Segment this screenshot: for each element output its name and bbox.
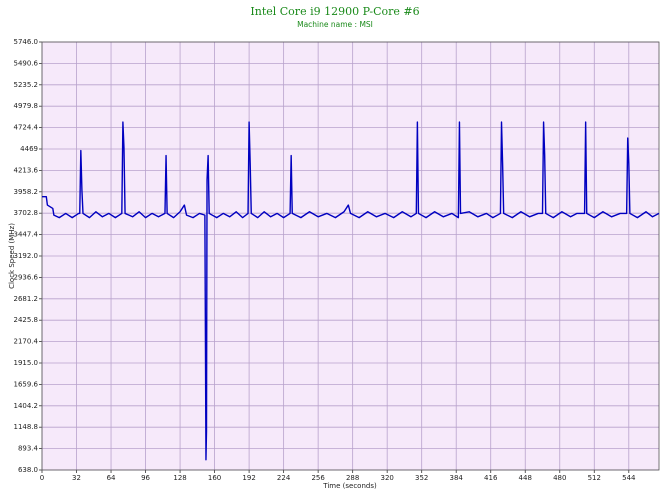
line-series [42, 121, 660, 461]
chart-subtitle: Machine name : MSI [297, 20, 373, 29]
y-tick-label: 4979.8 [14, 102, 39, 110]
x-tick-label: 160 [208, 474, 221, 482]
y-tick-label: 1659.6 [14, 380, 39, 388]
y-tick-label: 3958.2 [14, 188, 39, 196]
y-tick-label: 2425.8 [14, 316, 39, 324]
x-axis-label: Time (seconds) [322, 482, 377, 490]
x-tick-label: 384 [450, 474, 464, 482]
y-tick-label: 638.0 [18, 466, 38, 474]
x-tick-label: 256 [311, 474, 325, 482]
y-tick-label: 1148.8 [14, 423, 39, 431]
x-tick-label: 224 [277, 474, 291, 482]
x-tick-label: 448 [519, 474, 532, 482]
y-axis-label: Clock Speed (MHz) [8, 223, 16, 289]
x-tick-label: 480 [553, 474, 566, 482]
x-tick-label: 192 [242, 474, 255, 482]
x-tick-label: 320 [380, 474, 393, 482]
x-tick-label: 128 [173, 474, 186, 482]
plot-border [41, 41, 660, 471]
x-tick-label: 96 [141, 474, 150, 482]
y-tick-label: 1404.2 [14, 402, 39, 410]
y-tick-label: 2681.2 [14, 295, 39, 303]
x-tick-label: 32 [72, 474, 81, 482]
y-tick-label: 3447.4 [14, 231, 39, 239]
x-tick-label: 64 [107, 474, 116, 482]
x-tick-label: 352 [415, 474, 428, 482]
x-tick-label: 512 [588, 474, 601, 482]
x-tick-label: 416 [484, 474, 498, 482]
y-tick-label: 893.4 [18, 445, 39, 453]
y-tick-label: 2936.6 [14, 273, 39, 281]
chart-title: Intel Core i9 12900 P-Core #6 [250, 5, 419, 18]
y-tick-label: 4469 [20, 145, 38, 153]
x-tick-label: 544 [622, 474, 636, 482]
y-tick-label: 5490.6 [14, 59, 39, 67]
y-tick-label: 5746.0 [14, 38, 39, 46]
y-tick-label: 4213.6 [14, 166, 39, 174]
y-tick-label: 3702.8 [14, 209, 39, 217]
y-tick-label: 3192.0 [14, 252, 39, 260]
x-tick-label: 0 [40, 474, 44, 482]
y-tick-label: 5235.2 [14, 81, 39, 89]
x-tick-label: 288 [346, 474, 359, 482]
y-tick-label: 2170.4 [14, 338, 39, 346]
y-tick-label: 4724.4 [14, 124, 39, 132]
y-tick-label: 1915.0 [14, 359, 39, 367]
